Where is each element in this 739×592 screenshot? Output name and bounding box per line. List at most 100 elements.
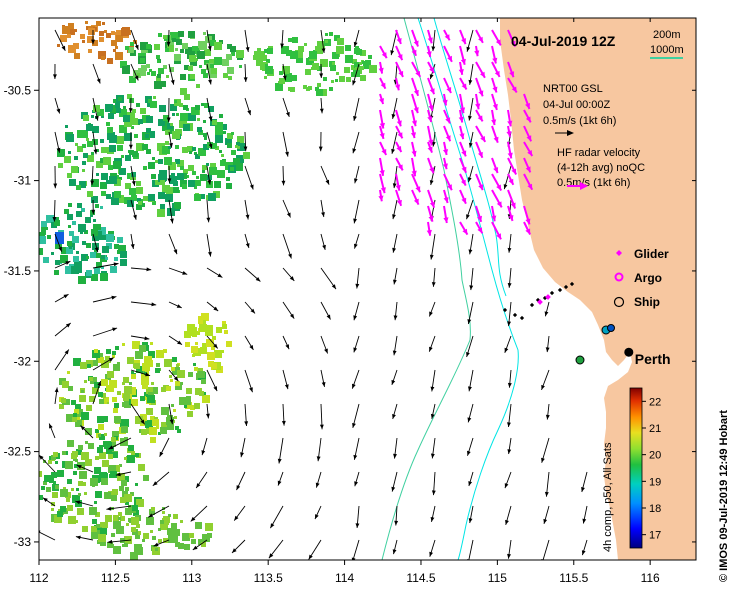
sst-pixel [169, 176, 177, 184]
model-arrowhead [234, 515, 239, 521]
track-point [549, 290, 555, 296]
sst-pixel [160, 180, 165, 185]
sst-pixel [39, 495, 43, 500]
sst-pixel [84, 380, 87, 383]
sst-pixel [138, 119, 143, 124]
sst-pixel [185, 402, 192, 409]
sst-pixel [231, 132, 234, 135]
track-point [512, 312, 518, 318]
sst-pixel [41, 230, 46, 235]
sst-pixel [117, 473, 125, 481]
sst-pixel [111, 495, 117, 501]
model-arrowhead [196, 483, 201, 488]
sst-pixel [175, 542, 180, 547]
model-arrowhead [352, 80, 356, 86]
sst-pixel [185, 399, 191, 405]
sst-pixel [109, 135, 117, 143]
sst-pixel [57, 511, 63, 517]
sst-pixel [201, 320, 206, 325]
sst-pixel [97, 416, 104, 423]
sst-pixel [151, 174, 156, 179]
sst-pixel [114, 244, 119, 249]
sst-pixel [237, 146, 240, 149]
model-arrowhead [321, 212, 325, 217]
sst-pixel [66, 414, 74, 422]
sst-pixel [66, 134, 74, 142]
sst-pixel [165, 141, 169, 145]
radar-arrowhead [379, 98, 384, 104]
sst-pixel [96, 262, 102, 268]
radar-arrowhead [478, 151, 483, 158]
model-arrowhead [58, 246, 62, 252]
model-arrowhead [352, 383, 356, 389]
model-arrowhead [107, 539, 113, 544]
sst-pixel [150, 416, 155, 421]
sst-pixel [65, 461, 73, 469]
sst-pixel [281, 46, 289, 54]
model-arrowhead [353, 347, 358, 353]
radar-arrowhead [527, 150, 533, 156]
sst-pixel [101, 147, 107, 153]
sst-pixel [183, 124, 190, 131]
sst-pixel [122, 343, 125, 346]
sst-pixel [94, 467, 101, 474]
model-arrowhead [39, 455, 44, 460]
sst-pixel [112, 355, 115, 358]
radar-arrowhead [411, 150, 417, 157]
sst-pixel [175, 145, 179, 149]
radar-arrowhead [458, 116, 464, 123]
plot-frame [38, 17, 697, 561]
model-arrowhead [173, 376, 179, 382]
sst-pixel [100, 522, 105, 527]
radar-arrowhead [477, 215, 482, 222]
glider-point [537, 299, 543, 305]
sst-pixel [79, 471, 87, 479]
y-tick-label: -33 [14, 535, 32, 549]
sst-pixel [131, 126, 134, 129]
sst-pixel [114, 403, 119, 408]
glider-point [545, 294, 551, 300]
sst-pixel [186, 175, 189, 178]
sst-pixel [140, 108, 146, 114]
sst-pixel [73, 43, 79, 49]
model-key-line1: NRT00 GSL [543, 83, 603, 95]
sst-pixel [209, 59, 215, 65]
sst-pixel [125, 508, 132, 515]
radar-arrowhead [525, 166, 531, 173]
sst-pixel [216, 171, 220, 175]
sst-pixel [127, 200, 134, 207]
radar-arrowhead [415, 70, 421, 77]
sst-pixel [127, 455, 135, 463]
sst-pixel [202, 395, 210, 403]
sst-pixel [170, 104, 177, 111]
sst-pixel [122, 382, 125, 385]
sst-pixel [63, 487, 66, 490]
sst-pixel [134, 134, 138, 138]
sst-pixel [336, 46, 344, 54]
sst-pixel [225, 138, 232, 145]
model-arrowhead [213, 386, 218, 392]
sst-pixel [164, 359, 172, 367]
model-arrowhead [466, 214, 470, 220]
sst-pixel [284, 74, 292, 82]
sst-pixel [162, 511, 165, 514]
sst-pixel [174, 100, 177, 103]
model-arrowhead [284, 384, 289, 390]
sst-pixel [231, 150, 236, 155]
model-arrowhead [56, 147, 61, 153]
sst-pixel [120, 61, 127, 68]
model-arrowhead [53, 74, 57, 79]
sst-pixel [155, 160, 158, 163]
radar-arrowhead [429, 67, 434, 73]
sst-pixel [109, 176, 117, 184]
sst-pixel [156, 55, 160, 59]
sst-pixel [148, 162, 155, 169]
sst-pixel [125, 487, 129, 491]
radar-arrowhead [478, 36, 483, 43]
sst-pixel [264, 49, 268, 53]
sst-pixel [55, 232, 64, 244]
sst-pixel [331, 80, 334, 83]
model-arrowhead [353, 116, 357, 121]
model-arrowhead [288, 253, 292, 259]
sst-pixel [116, 526, 124, 534]
